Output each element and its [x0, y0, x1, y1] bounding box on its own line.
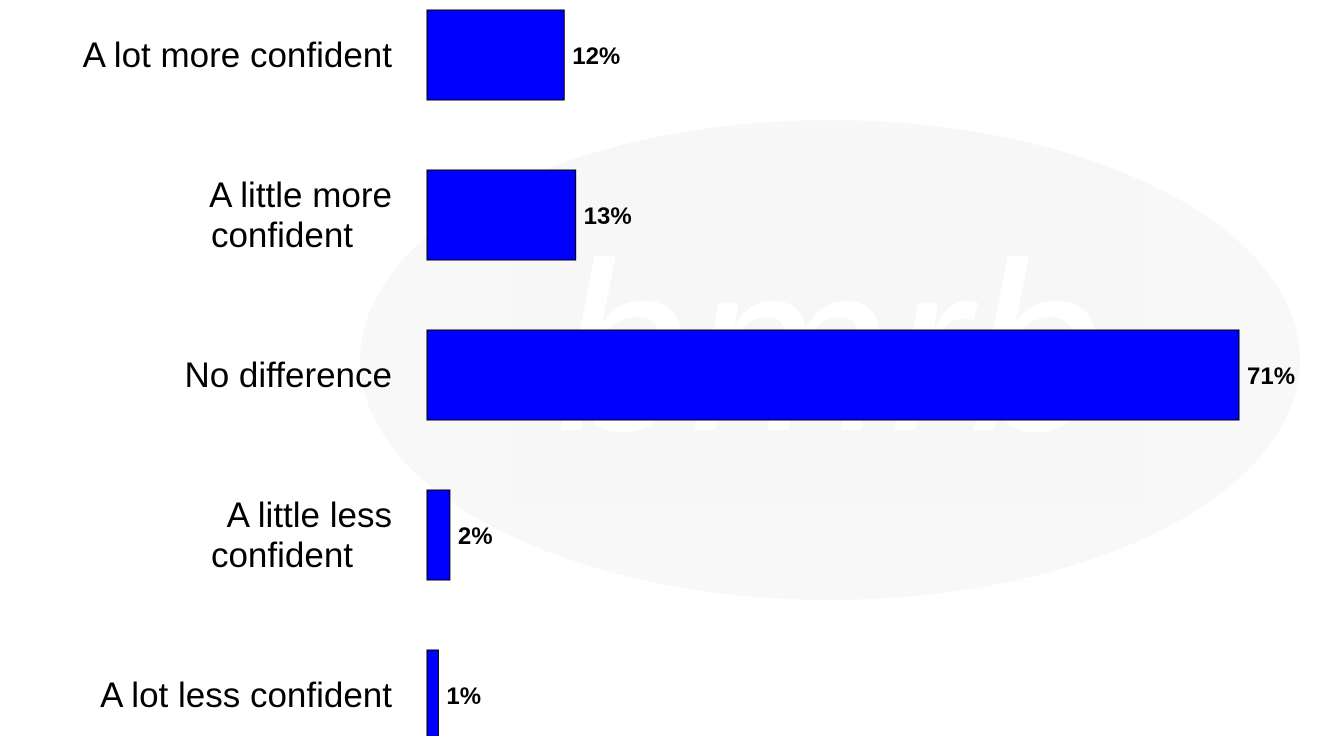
- category-label-3: A little less confident: [211, 496, 392, 575]
- category-label-1: A little more confident: [209, 176, 392, 255]
- category-label-4: A lot less confident: [100, 676, 392, 715]
- bar-1: [426, 169, 577, 261]
- bar-0: [426, 9, 565, 101]
- category-label-2: No difference: [184, 356, 392, 395]
- category-label-0: A lot more confident: [83, 36, 393, 75]
- value-label-1: 13%: [584, 203, 632, 230]
- bar-3: [426, 489, 451, 581]
- value-label-0: 12%: [572, 43, 620, 70]
- value-label-2: 71%: [1247, 363, 1295, 390]
- bars: A lot more confident 12% A little more conf…: [83, 9, 1295, 736]
- bar-4: [426, 649, 439, 736]
- value-label-4: 1%: [446, 683, 481, 710]
- bar-2: [426, 329, 1240, 421]
- value-label-3: 2%: [458, 523, 493, 550]
